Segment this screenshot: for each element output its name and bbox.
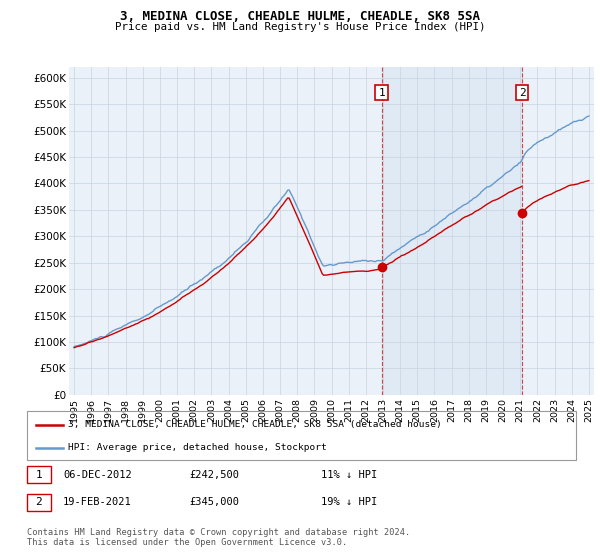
Text: 11% ↓ HPI: 11% ↓ HPI <box>321 470 377 480</box>
Text: 1: 1 <box>378 87 385 97</box>
Text: 1: 1 <box>35 470 43 480</box>
Text: 06-DEC-2012: 06-DEC-2012 <box>63 470 132 480</box>
Text: 2: 2 <box>519 87 526 97</box>
Text: £242,500: £242,500 <box>189 470 239 480</box>
Text: Price paid vs. HM Land Registry's House Price Index (HPI): Price paid vs. HM Land Registry's House … <box>115 22 485 32</box>
Text: Contains HM Land Registry data © Crown copyright and database right 2024.
This d: Contains HM Land Registry data © Crown c… <box>27 528 410 547</box>
Text: 3, MEDINA CLOSE, CHEADLE HULME, CHEADLE, SK8 5SA: 3, MEDINA CLOSE, CHEADLE HULME, CHEADLE,… <box>120 10 480 23</box>
Text: HPI: Average price, detached house, Stockport: HPI: Average price, detached house, Stoc… <box>68 444 326 452</box>
Text: 3, MEDINA CLOSE, CHEADLE HULME, CHEADLE, SK8 5SA (detached house): 3, MEDINA CLOSE, CHEADLE HULME, CHEADLE,… <box>68 421 442 430</box>
Text: £345,000: £345,000 <box>189 497 239 507</box>
Text: 2: 2 <box>35 497 43 507</box>
Bar <box>382 67 522 395</box>
Text: 19-FEB-2021: 19-FEB-2021 <box>63 497 132 507</box>
Text: 19% ↓ HPI: 19% ↓ HPI <box>321 497 377 507</box>
